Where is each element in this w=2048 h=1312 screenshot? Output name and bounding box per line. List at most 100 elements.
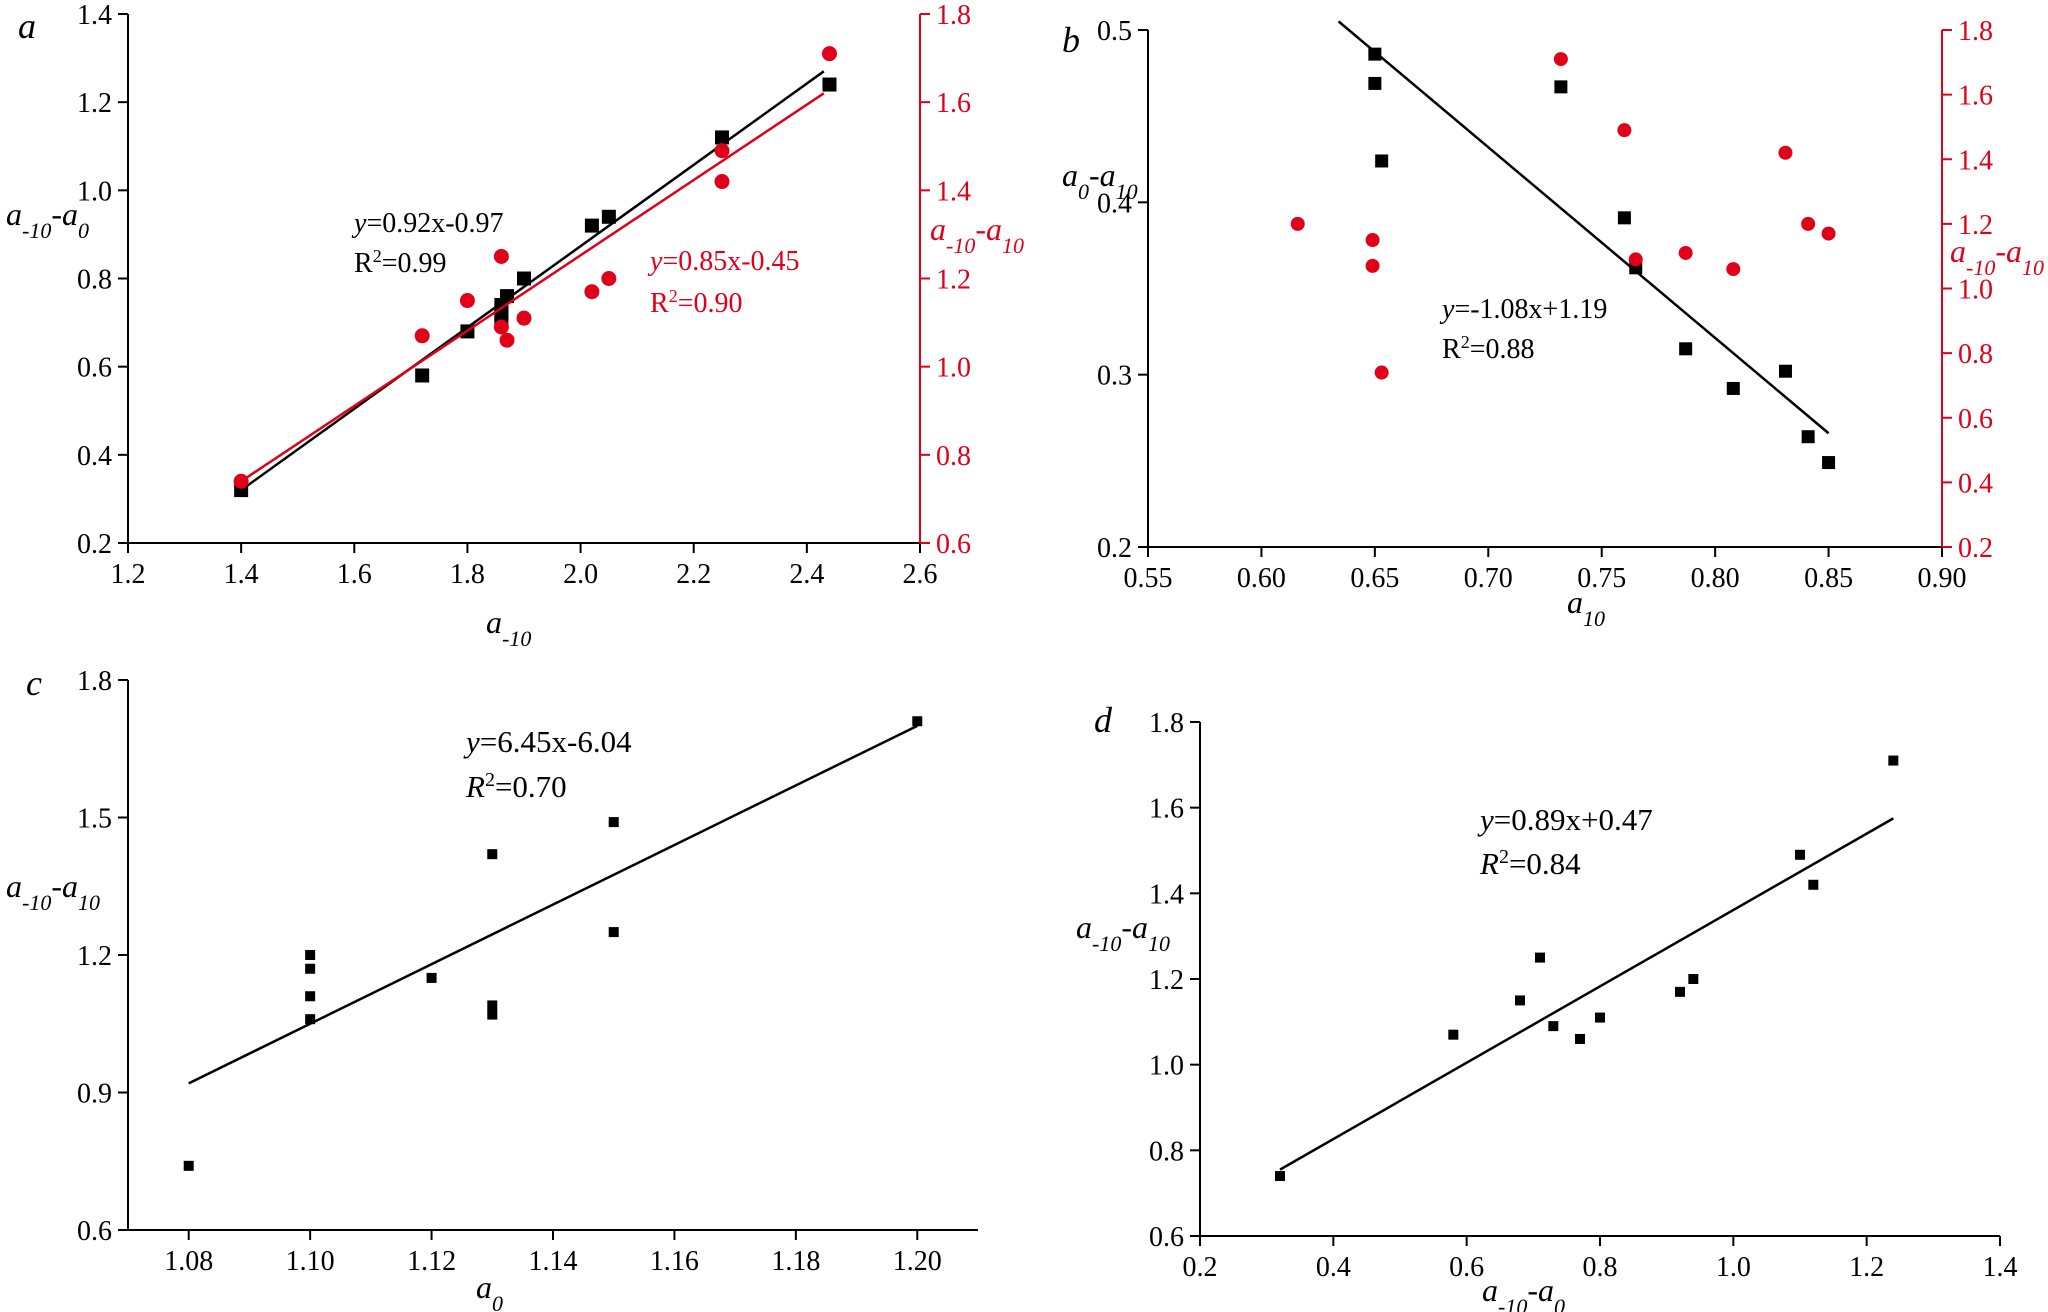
data-point-a — [516, 310, 532, 326]
svg-text:y=0.85x-0.45: y=0.85x-0.45 — [647, 246, 800, 277]
panel-a-fit2-eq: =0.85x-0.45 — [662, 246, 799, 277]
data-point-b — [1801, 216, 1816, 231]
data-point-a — [584, 284, 600, 300]
x-tick-label-c: 1.14 — [529, 1246, 578, 1277]
panel-c-letter: c — [26, 663, 42, 703]
y-tick-label-d: 1.2 — [1149, 965, 1184, 996]
x-tick-label-d: 0.2 — [1183, 1252, 1218, 1283]
panel-b-fit-eq-var: y — [1439, 294, 1455, 325]
data-point-d — [1675, 986, 1685, 997]
panel-c-fit-annotation: y=6.45x-6.04 R2=0.70 — [463, 724, 632, 804]
panel-d-fit-eq-var: y — [1477, 802, 1494, 837]
data-point-d — [1548, 1021, 1559, 1032]
data-point-a — [459, 293, 475, 309]
data-point-a — [822, 77, 837, 92]
data-point-d — [1448, 1029, 1459, 1040]
panel-b-letter: b — [1062, 20, 1080, 60]
series-b-1 — [1290, 52, 1836, 380]
x-tick-label-c: 1.18 — [771, 1246, 820, 1277]
data-point-a — [233, 473, 249, 489]
data-point-b — [1778, 364, 1792, 378]
x-tick-label-d: 0.8 — [1583, 1252, 1618, 1283]
data-point-b — [1726, 262, 1741, 277]
y-tick-label-d: 0.8 — [1149, 1136, 1184, 1167]
data-point-d — [1275, 1171, 1285, 1182]
svg-text:R2=0.84: R2=0.84 — [1479, 846, 1581, 881]
x-tick-label-b: 0.60 — [1237, 563, 1286, 594]
data-point-b — [1365, 258, 1380, 273]
x-tick-label-a: 2.4 — [789, 559, 824, 590]
data-point-c — [487, 1009, 498, 1020]
data-point-c — [183, 1160, 194, 1171]
panel-d-fit-r2-var: R — [1479, 846, 1499, 881]
data-point-c — [426, 972, 437, 983]
panel-a-fit-annotation-black: y=0.92x-0.97 R2=0.99 — [351, 208, 504, 279]
y-tick-label-a: 0.6 — [77, 353, 112, 384]
x-tick-label-a: 2.6 — [903, 559, 938, 590]
data-point-b — [1628, 252, 1643, 267]
y-tick-label-d: 1.4 — [1149, 879, 1184, 910]
data-point-b — [1290, 216, 1305, 231]
data-point-c — [305, 963, 316, 974]
x-tick-label-c: 1.20 — [893, 1246, 942, 1277]
y-tick-label-c: 0.6 — [77, 1216, 112, 1247]
data-point-c — [305, 1014, 316, 1025]
data-point-b — [1679, 342, 1693, 356]
x-tick-label-a: 1.6 — [337, 559, 372, 590]
panel-a-fit2-r2: =0.90 — [678, 288, 743, 319]
y-right-tick-label-b: 0.6 — [1958, 404, 1993, 435]
data-point-c — [305, 950, 316, 960]
data-point-b — [1375, 154, 1389, 168]
panel-c-fit-r2: =0.70 — [495, 769, 567, 804]
data-point-b — [1365, 233, 1380, 248]
y-axis-label-b: a0-a10 — [1062, 157, 1138, 204]
plot-b: 0.55 0.60 0.65 0.70 0.75 0.80 0.85 0.900.20.30.… — [1062, 16, 2044, 631]
y-axis-right-label-b: a-10-a10 — [1950, 233, 2044, 280]
panel-d-letter: d — [1094, 700, 1113, 740]
svg-text:R2=0.88: R2=0.88 — [1442, 332, 1534, 365]
y-right-tick-label-b: 0.2 — [1958, 533, 1993, 564]
y-axis-label-a: a-10-a0 — [6, 196, 89, 243]
panel-d: d y=0.89x+0.47 R2=0.84 — [1094, 700, 1653, 881]
y-tick-label-a: 0.2 — [77, 529, 112, 560]
data-point-a — [517, 271, 531, 286]
y-right-tick-label-a: 0.6 — [936, 529, 971, 560]
panel-a-fit-eq-var: y — [351, 208, 367, 239]
y-right-tick-label-b: 1.8 — [1958, 16, 1993, 47]
x-tick-label-a: 2.2 — [676, 559, 711, 590]
data-point-c — [608, 927, 619, 938]
x-tick-label-b: 0.65 — [1350, 563, 1399, 594]
panel-b-fit-r2: =0.88 — [1470, 334, 1535, 365]
plot-layer: 1.2 1.4 1.6 1.8 2.0 2.2 2.4 2.6 0.2 0.4 0.6 0.8 1.0 1… — [6, 0, 2044, 1312]
data-point-b — [1801, 430, 1815, 444]
x-tick-label-b: 0.90 — [1918, 563, 1967, 594]
svg-text:R2=0.90: R2=0.90 — [650, 286, 742, 319]
svg-text:y=0.89x+0.47: y=0.89x+0.47 — [1477, 802, 1653, 837]
y-tick-label-c: 1.8 — [77, 666, 112, 697]
y-tick-label-d: 1.8 — [1149, 708, 1184, 739]
data-point-a — [821, 46, 837, 62]
y-right-tick-label-a: 1.6 — [936, 88, 971, 119]
panel-c-fit-eq: =6.45x-6.04 — [480, 724, 632, 759]
y-axis-label-c: a-10-a10 — [6, 868, 100, 915]
panel-a-fit-r2: =0.99 — [382, 248, 447, 279]
data-point-b — [1617, 123, 1632, 138]
data-point-b — [1617, 211, 1631, 225]
data-point-b — [1678, 245, 1693, 260]
fit-line-b-0 — [1337, 20, 1830, 435]
y-tick-label-d: 1.0 — [1149, 1051, 1184, 1082]
y-right-tick-label-b: 0.8 — [1958, 339, 1993, 370]
data-point-a — [414, 328, 430, 344]
series-c-0 — [183, 716, 923, 1171]
x-tick-label-a: 1.8 — [450, 559, 485, 590]
data-point-a — [493, 319, 509, 335]
y-tick-label-c: 1.5 — [77, 804, 112, 835]
data-point-a — [493, 248, 509, 264]
y-tick-label-b: 0.3 — [1097, 361, 1132, 392]
data-point-a — [500, 289, 515, 304]
panel-b-fit-r2-var: R — [1442, 334, 1461, 365]
y-right-tick-label-b: 1.0 — [1958, 275, 1993, 306]
fit-line-d-0 — [1279, 817, 1894, 1171]
x-tick-label-b: 0.70 — [1464, 563, 1513, 594]
